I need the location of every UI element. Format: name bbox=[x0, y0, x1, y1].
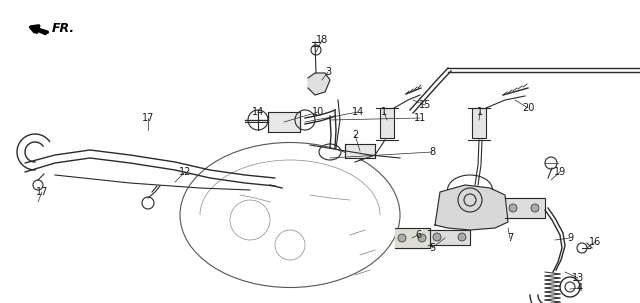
Polygon shape bbox=[395, 228, 430, 248]
Text: 17: 17 bbox=[142, 113, 154, 123]
Text: 9: 9 bbox=[567, 233, 573, 243]
Text: 12: 12 bbox=[179, 167, 191, 177]
Bar bbox=[472, 108, 486, 138]
Text: 10: 10 bbox=[312, 107, 324, 117]
Text: 1: 1 bbox=[381, 107, 387, 117]
Bar bbox=[268, 112, 300, 132]
Circle shape bbox=[398, 234, 406, 242]
Text: 3: 3 bbox=[325, 67, 331, 77]
Text: 8: 8 bbox=[429, 147, 435, 157]
Text: 2: 2 bbox=[352, 130, 358, 140]
Circle shape bbox=[433, 233, 441, 241]
Text: 13: 13 bbox=[572, 273, 584, 283]
Circle shape bbox=[509, 204, 517, 212]
Text: 19: 19 bbox=[554, 167, 566, 177]
Text: 14: 14 bbox=[252, 107, 264, 117]
Text: 5: 5 bbox=[429, 243, 435, 253]
Bar bbox=[380, 108, 394, 138]
Circle shape bbox=[418, 234, 426, 242]
Text: 6: 6 bbox=[415, 230, 421, 240]
Text: 11: 11 bbox=[414, 113, 426, 123]
Text: 15: 15 bbox=[419, 100, 431, 110]
Polygon shape bbox=[505, 198, 545, 218]
Polygon shape bbox=[435, 185, 508, 230]
Text: 17: 17 bbox=[36, 187, 48, 197]
Text: FR.: FR. bbox=[52, 22, 75, 35]
Circle shape bbox=[531, 204, 539, 212]
Text: 7: 7 bbox=[507, 233, 513, 243]
Text: 4: 4 bbox=[577, 283, 583, 293]
Text: 1: 1 bbox=[477, 107, 483, 117]
Text: 18: 18 bbox=[316, 35, 328, 45]
Text: 16: 16 bbox=[589, 237, 601, 247]
Polygon shape bbox=[428, 230, 470, 245]
Circle shape bbox=[458, 233, 466, 241]
Bar bbox=[345, 144, 375, 158]
Text: 20: 20 bbox=[522, 103, 534, 113]
Text: 14: 14 bbox=[352, 107, 364, 117]
Polygon shape bbox=[308, 73, 330, 95]
